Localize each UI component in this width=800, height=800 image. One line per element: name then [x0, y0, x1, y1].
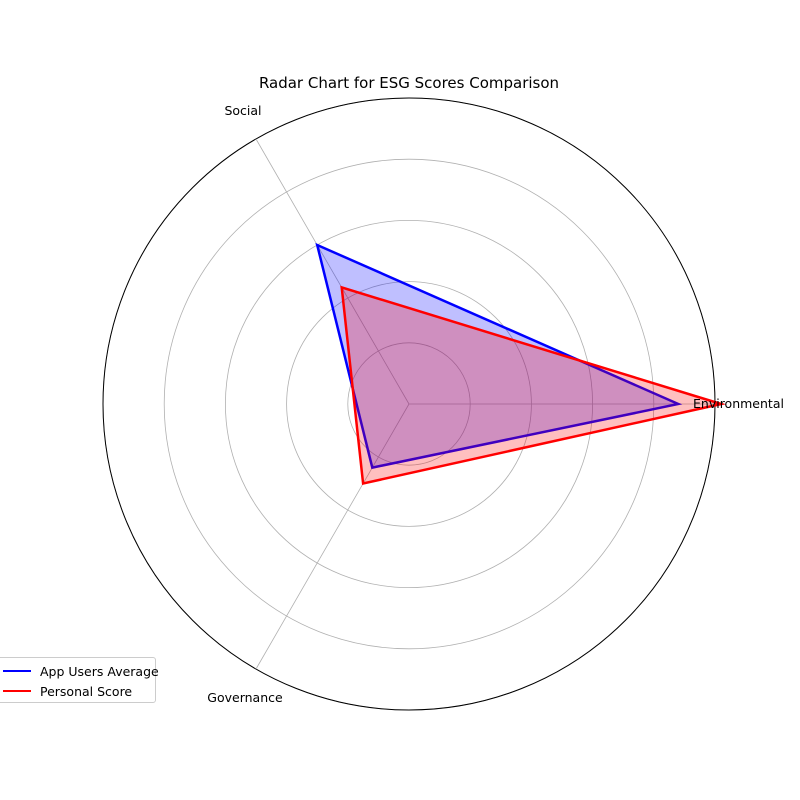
axis-label: Environmental — [693, 396, 784, 411]
legend-item-app-users: App Users Average — [3, 662, 159, 680]
legend: App Users Average Personal Score — [0, 657, 159, 703]
grid-layer — [102, 97, 716, 711]
legend-swatch-blue — [3, 670, 31, 672]
series-fill — [317, 245, 679, 468]
chart-title: Radar Chart for ESG Scores Comparison — [259, 74, 559, 92]
legend-label: Personal Score — [40, 683, 133, 699]
series-layer — [315, 242, 726, 486]
series-line — [315, 242, 683, 470]
series-line — [340, 285, 726, 486]
axis-label: Governance — [207, 690, 283, 705]
legend-swatch-red — [3, 690, 31, 692]
spoke-line — [255, 403, 410, 670]
spoke-line — [255, 138, 410, 405]
legend-item-personal: Personal Score — [3, 682, 132, 700]
axis-label: Social — [224, 103, 261, 118]
legend-label: App Users Average — [40, 663, 159, 679]
axis-label-layer: Environmental Social Governance — [207, 103, 784, 705]
series-fill — [341, 287, 722, 484]
